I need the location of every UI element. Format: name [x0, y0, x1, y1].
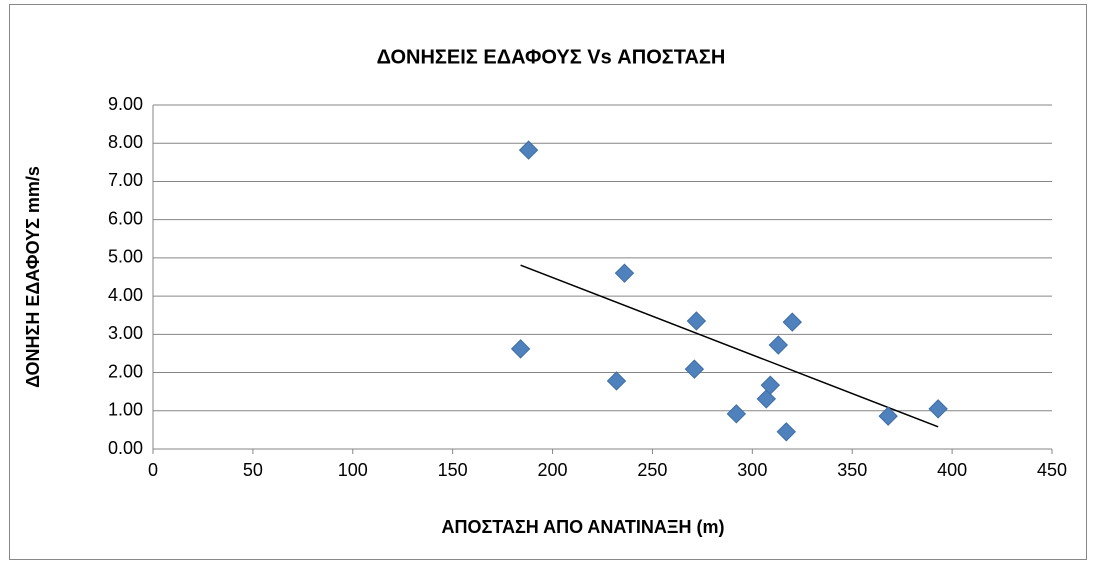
x-tick-label: 450	[1037, 460, 1067, 480]
y-tick-label: 1.00	[108, 400, 143, 420]
x-tick-label: 150	[438, 460, 468, 480]
x-tick-label: 400	[937, 460, 967, 480]
y-tick-label: 3.00	[108, 323, 143, 343]
point	[606, 371, 627, 391]
chart-border	[9, 4, 1087, 560]
chart-title: ΔΟΝΗΣΕΙΣ ΕΔΑΦΟΥΣ Vs ΑΠΟΣΤΑΣΗ	[377, 46, 726, 68]
x-tick-label: 350	[837, 460, 867, 480]
y-tick-label: 7.00	[108, 170, 143, 190]
point	[510, 339, 531, 359]
point	[614, 263, 635, 283]
point	[768, 335, 789, 355]
y-tick-label: 0.00	[108, 438, 143, 458]
y-tick-label: 8.00	[108, 132, 143, 152]
y-tick-label: 9.00	[108, 94, 143, 114]
point	[756, 389, 777, 409]
x-tick-label: 100	[338, 460, 368, 480]
x-tick-label: 50	[243, 460, 263, 480]
point	[776, 422, 797, 442]
point	[782, 312, 802, 332]
x-tick-label: 200	[538, 460, 568, 480]
point	[760, 375, 781, 395]
point	[518, 140, 539, 160]
point	[878, 406, 898, 426]
y-tick-label: 4.00	[108, 285, 143, 305]
point	[928, 399, 948, 419]
x-axis-label: ΑΠΟΣΤΑΣΗ ΑΠΟ ΑΝΑΤΙΝΑΞΗ (m)	[442, 517, 725, 537]
point	[684, 359, 705, 379]
y-tick-label: 6.00	[108, 208, 143, 228]
trendline	[520, 264, 939, 428]
x-tick-label: 250	[637, 460, 667, 480]
y-axis-label: ΔΟΝΗΣΗ ΕΔΑΦΟΥΣ mm/s	[23, 166, 43, 388]
y-tick-label: 5.00	[108, 247, 143, 267]
x-tick-label: 300	[737, 460, 767, 480]
x-tick-label: 0	[148, 460, 158, 480]
point	[726, 404, 747, 424]
y-tick-label: 2.00	[108, 361, 143, 381]
point	[686, 311, 707, 331]
